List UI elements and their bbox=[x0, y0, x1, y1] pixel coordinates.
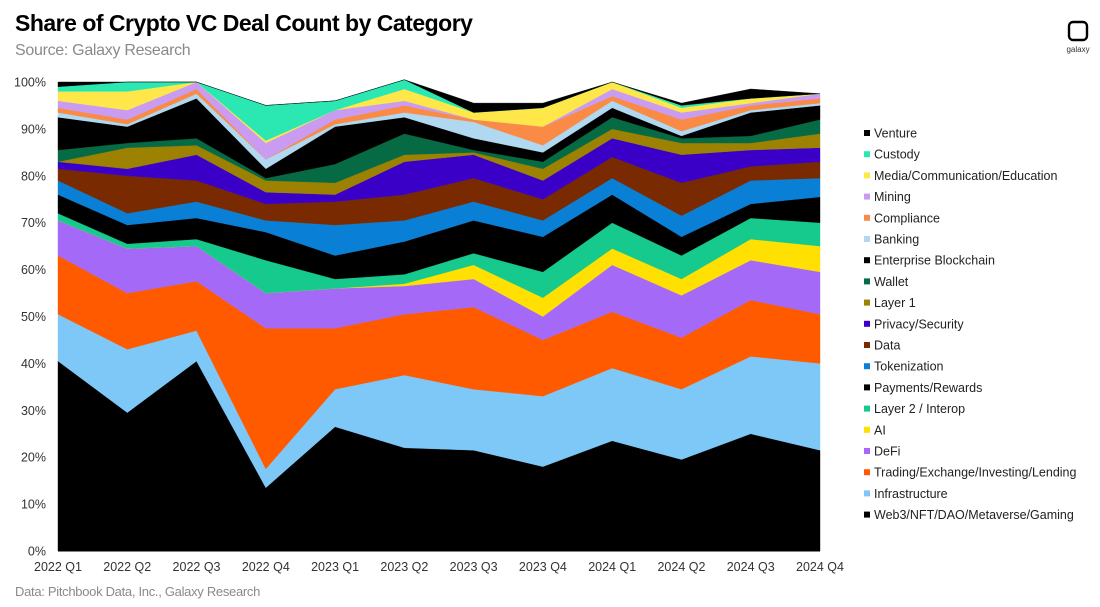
legend-label: Tokenization bbox=[874, 360, 944, 374]
y-tick-label: 70% bbox=[21, 216, 46, 230]
legend-swatch bbox=[864, 384, 870, 391]
y-tick-label: 90% bbox=[21, 122, 46, 136]
y-tick-label: 0% bbox=[28, 545, 46, 559]
legend-swatch bbox=[864, 363, 870, 370]
legend-item-web3-nft-dao-metaverse-gaming: Web3/NFT/DAO/Metaverse/Gaming bbox=[864, 508, 1074, 522]
legend-item-banking: Banking bbox=[864, 233, 919, 247]
legend-item-mining: Mining bbox=[864, 190, 911, 204]
source-footnote: Data: Pitchbook Data, Inc., Galaxy Resea… bbox=[15, 584, 261, 599]
legend-label: Layer 2 / Interop bbox=[874, 402, 965, 416]
legend-item-defi: DeFi bbox=[864, 445, 900, 459]
legend-swatch bbox=[864, 426, 870, 433]
legend-item-wallet: Wallet bbox=[864, 275, 909, 289]
legend-swatch bbox=[864, 130, 870, 136]
legend-item-media-communication-education: Media/Communication/Education bbox=[864, 169, 1057, 183]
legend-label: AI bbox=[874, 423, 886, 437]
legend-item-enterprise-blockchain: Enterprise Blockchain bbox=[864, 254, 995, 268]
chart-subtitle: Source: Galaxy Research bbox=[15, 42, 191, 59]
legend-swatch bbox=[864, 511, 870, 518]
y-tick-label: 80% bbox=[21, 169, 46, 183]
galaxy-logo-icon bbox=[1067, 20, 1089, 42]
x-tick-label: 2022 Q1 bbox=[34, 560, 82, 574]
x-tick-label: 2024 Q2 bbox=[657, 560, 705, 574]
x-tick-label: 2022 Q2 bbox=[103, 560, 151, 574]
legend-swatch bbox=[864, 448, 870, 454]
legend-swatch bbox=[864, 257, 870, 264]
legend-swatch bbox=[864, 469, 870, 476]
legend-swatch bbox=[864, 405, 870, 412]
y-tick-label: 40% bbox=[21, 357, 46, 371]
legend-item-ai: AI bbox=[864, 423, 886, 437]
y-tick-label: 100% bbox=[14, 76, 46, 90]
x-tick-label: 2023 Q3 bbox=[450, 560, 498, 574]
y-tick-label: 50% bbox=[21, 310, 46, 324]
legend-item-privacy-security: Privacy/Security bbox=[864, 317, 964, 331]
legend-label: Media/Communication/Education bbox=[874, 169, 1057, 183]
legend-label: Compliance bbox=[874, 211, 940, 225]
legend-swatch bbox=[864, 320, 870, 327]
legend-label: Payments/Rewards bbox=[874, 381, 982, 395]
x-tick-label: 2023 Q4 bbox=[519, 560, 567, 574]
legend-item-layer-1: Layer 1 bbox=[864, 296, 916, 310]
legend-label: Enterprise Blockchain bbox=[874, 254, 995, 268]
legend: Venture Custody Media/Communication/Educat… bbox=[864, 127, 1077, 522]
x-tick-label: 2023 Q2 bbox=[380, 560, 428, 574]
legend-label: Banking bbox=[874, 233, 919, 247]
legend-item-payments-rewards: Payments/Rewards bbox=[864, 381, 982, 395]
legend-swatch bbox=[864, 151, 870, 158]
x-tick-label: 2024 Q4 bbox=[796, 560, 844, 574]
legend-swatch bbox=[864, 299, 870, 306]
legend-swatch bbox=[864, 490, 870, 497]
legend-label: Web3/NFT/DAO/Metaverse/Gaming bbox=[874, 508, 1074, 522]
legend-item-layer-2-interop: Layer 2 / Interop bbox=[864, 402, 965, 416]
legend-swatch bbox=[864, 278, 870, 285]
x-tick-label: 2022 Q3 bbox=[173, 560, 221, 574]
legend-label: Mining bbox=[874, 190, 911, 204]
legend-item-trading-exchange-investing-lending: Trading/Exchange/Investing/Lending bbox=[864, 466, 1077, 480]
legend-label: Custody bbox=[874, 148, 921, 162]
legend-label: DeFi bbox=[874, 445, 900, 459]
legend-label: Privacy/Security bbox=[874, 317, 964, 331]
legend-swatch bbox=[864, 342, 870, 348]
x-tick-label: 2023 Q1 bbox=[311, 560, 359, 574]
legend-label: Trading/Exchange/Investing/Lending bbox=[874, 466, 1077, 480]
legend-item-infrastructure: Infrastructure bbox=[864, 487, 948, 501]
legend-label: Wallet bbox=[874, 275, 909, 289]
y-tick-label: 60% bbox=[21, 263, 46, 277]
legend-item-custody: Custody bbox=[864, 148, 921, 162]
area-layers bbox=[57, 79, 821, 552]
logo-text: galaxy bbox=[1066, 45, 1090, 54]
legend-swatch bbox=[864, 214, 870, 221]
legend-item-tokenization: Tokenization bbox=[864, 360, 944, 374]
y-tick-label: 30% bbox=[21, 404, 46, 418]
legend-label: Infrastructure bbox=[874, 487, 948, 501]
area-venture bbox=[57, 79, 821, 113]
legend-label: Data bbox=[874, 339, 900, 353]
legend-label: Venture bbox=[874, 127, 917, 141]
x-tick-label: 2022 Q4 bbox=[242, 560, 290, 574]
x-tick-label: 2024 Q1 bbox=[588, 560, 636, 574]
legend-item-venture: Venture bbox=[864, 127, 917, 141]
legend-swatch bbox=[864, 236, 870, 242]
y-tick-label: 20% bbox=[21, 451, 46, 465]
legend-label: Layer 1 bbox=[874, 296, 916, 310]
legend-item-data: Data bbox=[864, 339, 900, 353]
y-axis: 0% 10% 20% 30% 40% 50% 60% 70% 80% 90% 100% bbox=[14, 76, 46, 559]
legend-swatch bbox=[864, 193, 870, 200]
x-tick-label: 2024 Q3 bbox=[727, 560, 775, 574]
y-tick-label: 10% bbox=[21, 498, 46, 512]
chart-title: Share of Crypto VC Deal Count by Categor… bbox=[15, 10, 473, 36]
legend-item-compliance: Compliance bbox=[864, 211, 940, 225]
legend-swatch bbox=[864, 172, 870, 179]
x-axis: 2022 Q1 2022 Q2 2022 Q3 2022 Q4 2023 Q1 2023 … bbox=[34, 550, 844, 574]
